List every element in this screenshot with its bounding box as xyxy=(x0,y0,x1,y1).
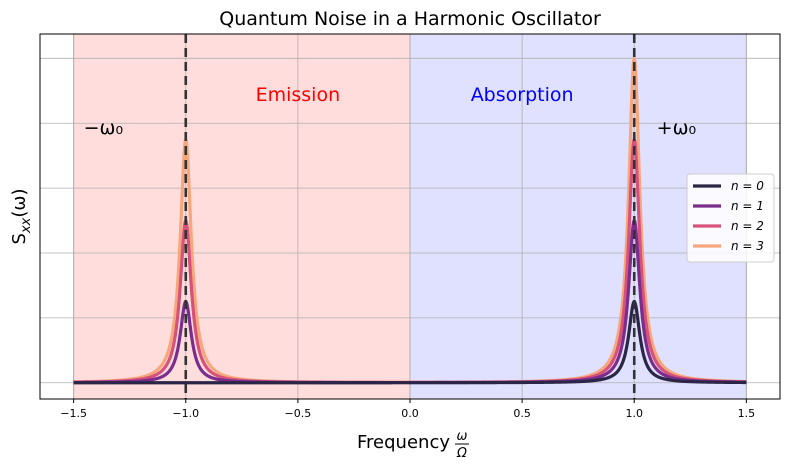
x-tick-label: 1.0 xyxy=(625,407,643,420)
x-tick-label: 0.0 xyxy=(401,407,419,420)
x-axis-label-denominator: Ω xyxy=(456,446,467,461)
chart-title: Quantum Noise in a Harmonic Oscillator xyxy=(219,8,601,30)
y-axis-label: Sxx(ω) xyxy=(9,189,34,245)
region-emission xyxy=(73,34,411,399)
legend-label-n1: n = 1 xyxy=(731,199,764,213)
legend: n = 0 n = 1 n = 2 n = 3 xyxy=(686,173,775,263)
minus-omega0-label: −ω₀ xyxy=(84,117,123,139)
x-tick-label: 1.5 xyxy=(738,407,756,420)
x-axis-label-text: Frequency xyxy=(357,432,450,453)
legend-label-n3: n = 3 xyxy=(731,239,764,253)
plot-background xyxy=(73,34,747,399)
x-axis-label: Frequency ω Ω xyxy=(357,429,469,461)
legend-box xyxy=(686,173,775,263)
plus-omega0-label: +ω₀ xyxy=(657,117,696,139)
x-tick-label: −1.5 xyxy=(60,407,87,420)
x-axis-label-numerator: ω xyxy=(457,429,468,444)
legend-label-n2: n = 2 xyxy=(731,219,764,233)
legend-label-n0: n = 0 xyxy=(731,179,764,193)
resonance-lines xyxy=(184,34,636,399)
x-tick-label: −1.0 xyxy=(172,407,199,420)
x-tick-label: −0.5 xyxy=(285,407,312,420)
annotations: Emission Absorption −ω₀ +ω₀ xyxy=(84,84,696,139)
x-tick-label: 0.5 xyxy=(513,407,531,420)
absorption-label: Absorption xyxy=(471,84,574,106)
x-axis-ticks: −1.5 −1.0 −0.5 0.0 0.5 1.0 1.5 xyxy=(60,399,755,420)
emission-label: Emission xyxy=(256,84,341,106)
